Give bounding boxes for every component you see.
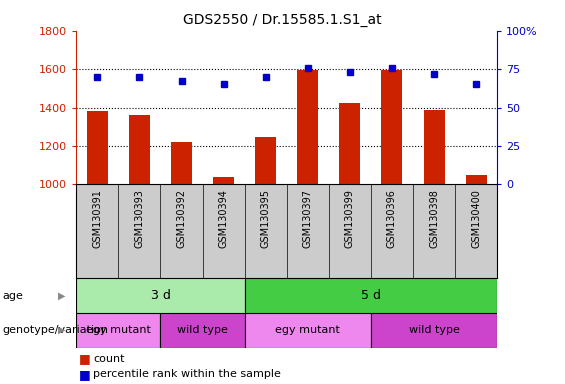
Bar bbox=[371, 313, 497, 348]
Bar bbox=[213, 177, 234, 184]
Text: GSM130398: GSM130398 bbox=[429, 189, 439, 248]
Text: age: age bbox=[3, 291, 24, 301]
Text: GSM130400: GSM130400 bbox=[471, 189, 481, 248]
Text: GSM130393: GSM130393 bbox=[134, 189, 145, 248]
Text: ■: ■ bbox=[79, 353, 91, 366]
Text: percentile rank within the sample: percentile rank within the sample bbox=[93, 369, 281, 379]
Bar bbox=[466, 175, 486, 184]
Text: GDS2550 / Dr.15585.1.S1_at: GDS2550 / Dr.15585.1.S1_at bbox=[183, 13, 382, 27]
Bar bbox=[245, 313, 371, 348]
Text: 5 d: 5 d bbox=[361, 289, 381, 302]
Text: GSM130394: GSM130394 bbox=[219, 189, 229, 248]
Bar bbox=[255, 137, 276, 184]
Bar bbox=[76, 278, 245, 313]
Bar bbox=[171, 142, 192, 184]
Bar bbox=[76, 313, 160, 348]
Text: egy mutant: egy mutant bbox=[275, 325, 340, 335]
Text: GSM130396: GSM130396 bbox=[387, 189, 397, 248]
Bar bbox=[129, 115, 150, 184]
Text: GSM130391: GSM130391 bbox=[92, 189, 102, 248]
Text: wild type: wild type bbox=[408, 325, 459, 335]
Text: ■: ■ bbox=[79, 368, 91, 381]
Text: count: count bbox=[93, 354, 125, 364]
Bar bbox=[340, 103, 360, 184]
Text: wild type: wild type bbox=[177, 325, 228, 335]
Text: GSM130395: GSM130395 bbox=[260, 189, 271, 248]
Bar bbox=[297, 70, 318, 184]
Bar bbox=[160, 313, 245, 348]
Bar bbox=[245, 278, 497, 313]
Bar bbox=[424, 111, 445, 184]
Text: GSM130399: GSM130399 bbox=[345, 189, 355, 248]
Text: egy mutant: egy mutant bbox=[86, 325, 151, 335]
Text: GSM130392: GSM130392 bbox=[176, 189, 186, 248]
Text: ▶: ▶ bbox=[58, 291, 66, 301]
Bar bbox=[87, 111, 108, 184]
Text: 3 d: 3 d bbox=[150, 289, 171, 302]
Text: genotype/variation: genotype/variation bbox=[3, 325, 109, 335]
Bar bbox=[381, 70, 402, 184]
Text: ▶: ▶ bbox=[58, 325, 66, 335]
Text: GSM130397: GSM130397 bbox=[303, 189, 313, 248]
